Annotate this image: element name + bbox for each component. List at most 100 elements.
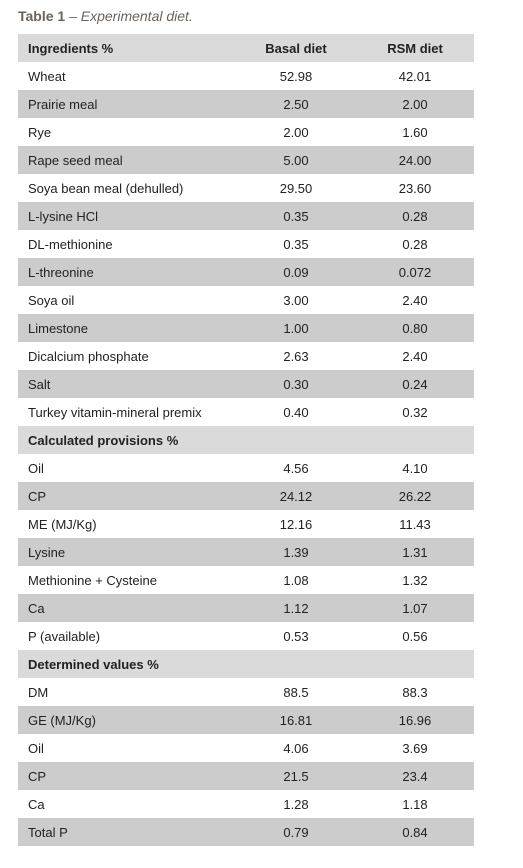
data-row: Rye 2.00 1.60 xyxy=(18,118,474,146)
row-label: Turkey vitamin-mineral premix xyxy=(28,404,202,420)
value-cell: 1.08 xyxy=(283,572,309,588)
data-row: Soya bean meal (dehulled) 29.50 23.60 xyxy=(18,174,474,202)
value-cell: 2.00 xyxy=(283,124,309,140)
data-row: Wheat 52.98 42.01 xyxy=(18,62,474,90)
data-row: P (available) 0.53 0.56 xyxy=(18,622,474,650)
value-cell: 0.84 xyxy=(356,818,474,846)
value-cell: 12.16 xyxy=(279,516,313,532)
value-cell: 23.4 xyxy=(356,762,474,790)
value-cell: 0.79 xyxy=(236,818,356,846)
value-cell: 0.56 xyxy=(402,628,428,644)
value-cell: 0.30 xyxy=(236,370,356,398)
data-row: Rape seed meal 5.00 24.00 xyxy=(18,146,474,174)
data-row: Oil 4.56 4.10 xyxy=(18,454,474,482)
table-body: Ingredients % Basal diet RSM diet Wheat 52.9… xyxy=(18,34,474,846)
data-row: Methionine + Cysteine 1.08 1.32 xyxy=(18,566,474,594)
section-row: Calculated provisions % xyxy=(18,426,474,454)
value-cell: 2.40 xyxy=(402,348,428,364)
value-cell: 88.3 xyxy=(402,684,428,700)
value-cell: 52.98 xyxy=(279,68,313,84)
value-cell: 5.00 xyxy=(236,146,356,174)
section-label: Determined values % xyxy=(18,650,474,678)
value-cell: 0.53 xyxy=(283,628,309,644)
row-label: Ca xyxy=(28,796,45,812)
value-cell: 21.5 xyxy=(236,762,356,790)
value-cell: 0.35 xyxy=(236,202,356,230)
data-row: Oil 4.06 3.69 xyxy=(18,734,474,762)
row-label: CP xyxy=(18,482,236,510)
value-cell: 16.81 xyxy=(236,706,356,734)
data-row: L-threonine 0.09 0.072 xyxy=(18,258,474,286)
row-label: Total P xyxy=(18,818,236,846)
value-cell: 1.18 xyxy=(402,796,428,812)
data-row: CP 21.5 23.4 xyxy=(18,762,474,790)
row-label: P (available) xyxy=(28,628,101,644)
value-cell: 23.60 xyxy=(398,180,432,196)
value-cell: 24.12 xyxy=(236,482,356,510)
value-cell: 0.09 xyxy=(236,258,356,286)
data-row: Salt 0.30 0.24 xyxy=(18,370,474,398)
data-row: Prairie meal 2.50 2.00 xyxy=(18,90,474,118)
value-cell: 0.35 xyxy=(283,236,309,252)
value-cell: 0.28 xyxy=(356,202,474,230)
row-label: Soya oil xyxy=(28,292,75,308)
value-cell: 11.43 xyxy=(399,516,431,532)
data-row: Lysine 1.39 1.31 xyxy=(18,538,474,566)
row-label: Methionine + Cysteine xyxy=(28,572,157,588)
section-label: Calculated provisions % xyxy=(18,426,474,454)
value-cell: 0.40 xyxy=(283,404,309,420)
data-row: Soya oil 3.00 2.40 xyxy=(18,286,474,314)
row-label: L-threonine xyxy=(18,258,236,286)
row-label: DM xyxy=(28,684,49,700)
value-cell: 42.01 xyxy=(398,68,432,84)
value-cell: 16.96 xyxy=(356,706,474,734)
row-label: Salt xyxy=(18,370,236,398)
value-cell: 4.06 xyxy=(283,740,309,756)
table-caption: – Experimental diet. xyxy=(69,8,193,24)
row-label: Rye xyxy=(28,124,52,140)
value-cell: 1.00 xyxy=(236,314,356,342)
table-label: Table 1 xyxy=(18,8,66,24)
row-label: GE (MJ/Kg) xyxy=(18,706,236,734)
value-cell: 1.32 xyxy=(402,572,428,588)
value-cell: 0.80 xyxy=(356,314,474,342)
value-cell: 0.24 xyxy=(356,370,474,398)
column-header: Basal diet xyxy=(236,34,356,62)
data-row: Ca 1.28 1.18 xyxy=(18,790,474,818)
row-label: Lysine xyxy=(18,538,236,566)
value-cell: 0.32 xyxy=(402,404,428,420)
value-cell: 4.10 xyxy=(402,460,428,476)
value-cell: 26.22 xyxy=(356,482,474,510)
diet-table: Ingredients % Basal diet RSM diet Wheat 52.9… xyxy=(18,34,474,846)
value-cell: 24.00 xyxy=(356,146,474,174)
value-cell: 1.39 xyxy=(236,538,356,566)
row-label: CP xyxy=(18,762,236,790)
value-cell: 88.5 xyxy=(283,684,309,700)
data-row: GE (MJ/Kg) 16.81 16.96 xyxy=(18,706,474,734)
data-row: ME (MJ/Kg) 12.16 11.43 xyxy=(18,510,474,538)
data-row: DM 88.5 88.3 xyxy=(18,678,474,706)
value-cell: 1.12 xyxy=(236,594,356,622)
value-cell: 3.00 xyxy=(283,292,309,308)
row-label: Rape seed meal xyxy=(18,146,236,174)
value-cell: 2.63 xyxy=(283,348,309,364)
data-row: Dicalcium phosphate 2.63 2.40 xyxy=(18,342,474,370)
row-label: Dicalcium phosphate xyxy=(28,348,149,364)
column-header: Ingredients % xyxy=(18,34,236,62)
row-label: Wheat xyxy=(28,68,66,84)
row-label: Ca xyxy=(18,594,236,622)
column-header: RSM diet xyxy=(356,34,474,62)
data-row: Limestone 1.00 0.80 xyxy=(18,314,474,342)
value-cell: 2.00 xyxy=(356,90,474,118)
data-row: DL-methionine 0.35 0.28 xyxy=(18,230,474,258)
row-label: Oil xyxy=(28,460,44,476)
row-label: L-lysine HCl xyxy=(18,202,236,230)
value-cell: 1.60 xyxy=(402,124,428,140)
value-cell: 3.69 xyxy=(402,740,428,756)
data-row: Total P 0.79 0.84 xyxy=(18,818,474,846)
table-title: Table 1 – Experimental diet. xyxy=(18,8,193,24)
data-row: Turkey vitamin-mineral premix 0.40 0.32 xyxy=(18,398,474,426)
value-cell: 2.50 xyxy=(236,90,356,118)
data-row: L-lysine HCl 0.35 0.28 xyxy=(18,202,474,230)
header-row: Ingredients % Basal diet RSM diet xyxy=(18,34,474,62)
